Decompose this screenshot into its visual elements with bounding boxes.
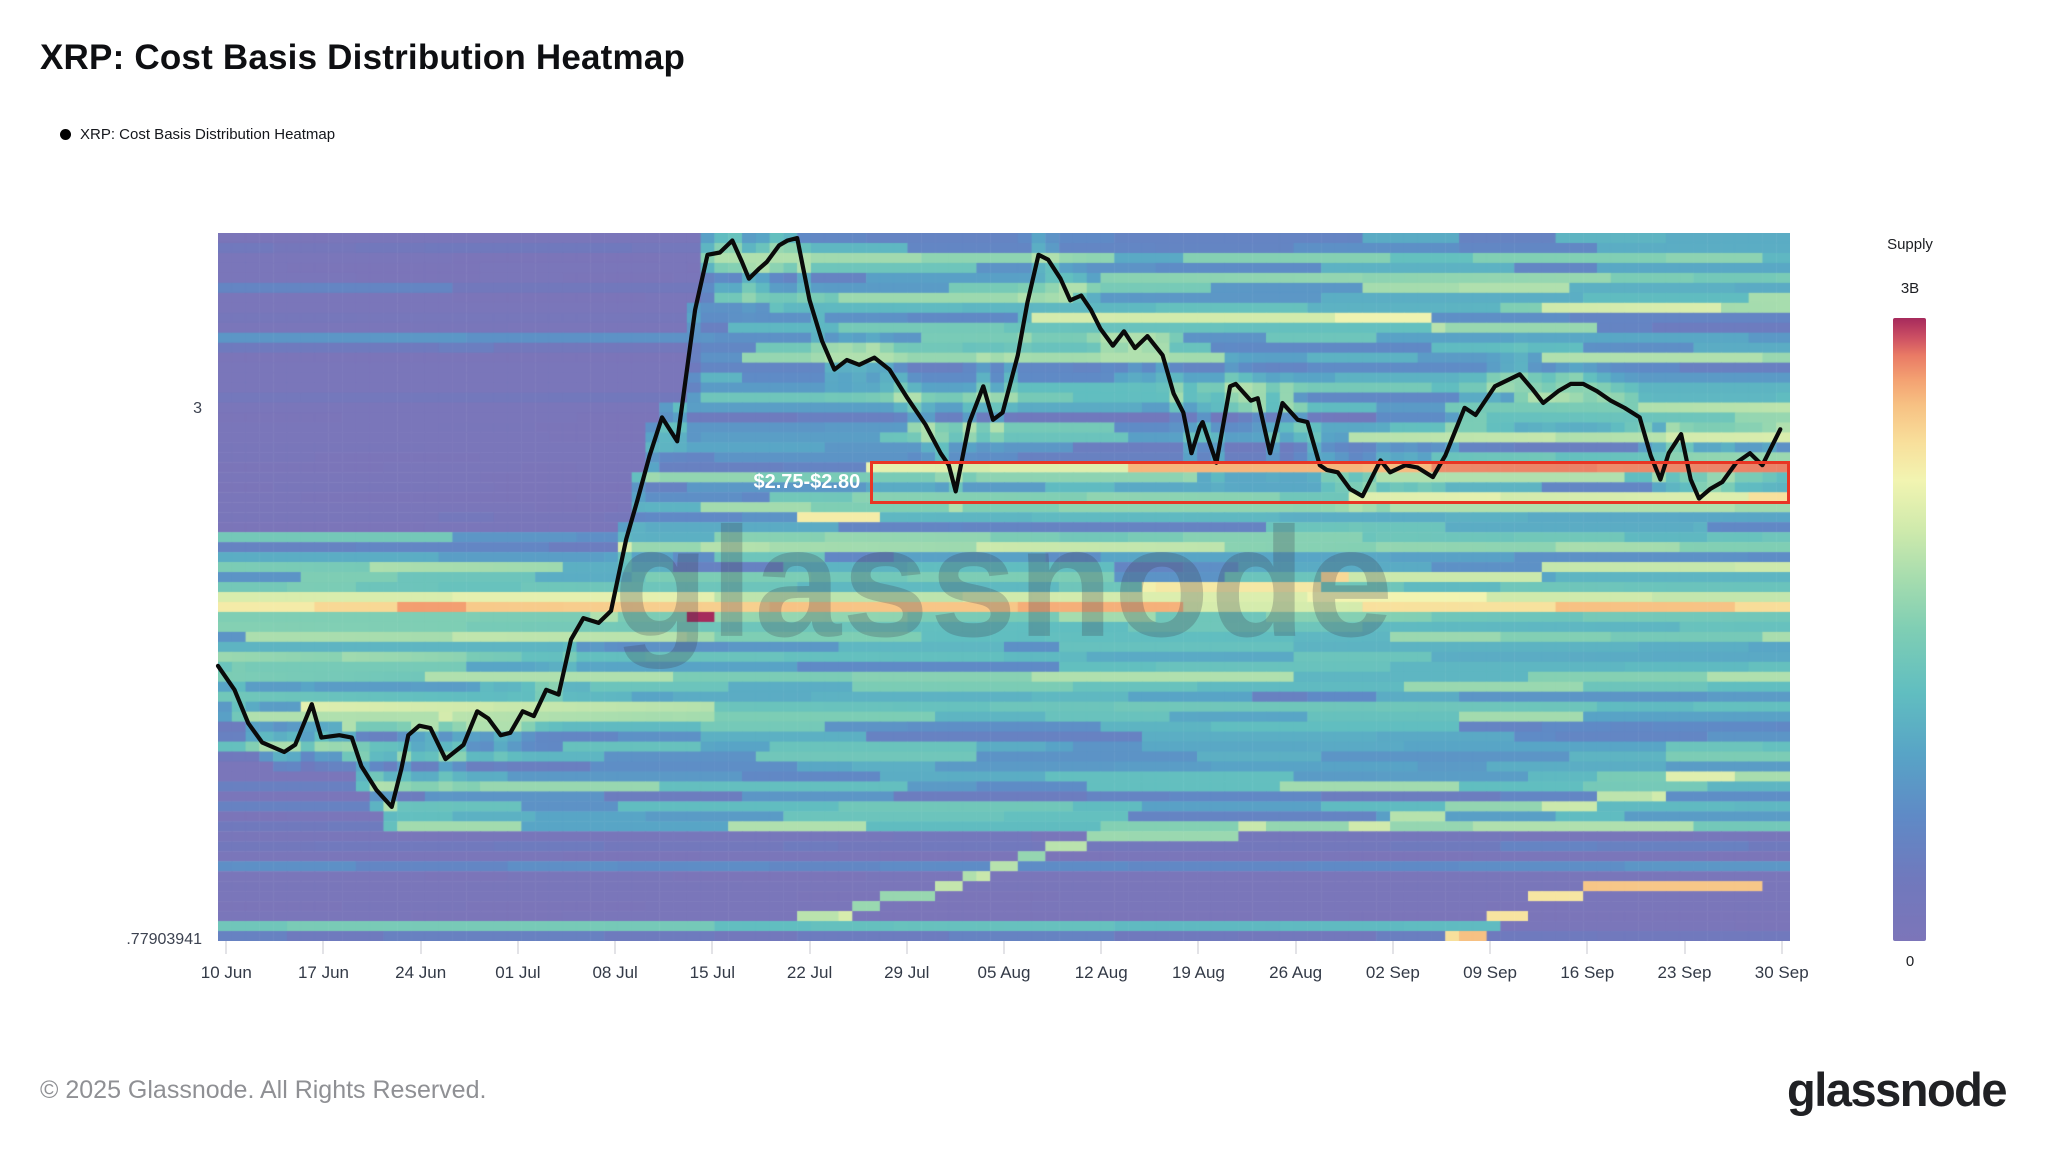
x-tick-mark — [1683, 941, 1686, 954]
colorbar-title: Supply — [1887, 236, 1933, 253]
x-tick-label: 12 Aug — [1074, 963, 1128, 982]
price-line — [215, 236, 1783, 809]
y-tick-label: .77903941 — [126, 931, 202, 948]
x-tick-label: 16 Sep — [1560, 963, 1615, 982]
glassnode-logo: glassnode — [1787, 1063, 2007, 1116]
x-tick-mark — [905, 941, 908, 954]
x-tick-mark — [808, 941, 811, 954]
x-tick-label: 10 Jun — [200, 963, 252, 982]
x-tick-label: 26 Aug — [1269, 963, 1323, 982]
heatmap-canvas — [218, 233, 1790, 941]
x-tick-mark — [711, 941, 714, 954]
x-tick-label: 08 Jul — [592, 963, 638, 982]
highlight-label: $2.75-$2.80 — [753, 470, 861, 493]
colorbar-gradient — [1893, 318, 1926, 941]
x-tick-mark — [1586, 941, 1589, 954]
highlight-box — [870, 461, 1790, 505]
x-tick-mark — [1391, 941, 1394, 954]
copyright: © 2025 Glassnode. All Rights Reserved. — [40, 1076, 487, 1104]
x-tick-mark — [225, 941, 228, 954]
x-tick-mark — [1780, 941, 1783, 954]
x-tick-mark — [322, 941, 325, 954]
x-tick-mark — [1197, 941, 1200, 954]
x-tick-label: 17 Jun — [297, 963, 349, 982]
heatmap-plot-area[interactable]: glassnode $2.75-$2.80 — [215, 233, 1790, 941]
x-tick-label: 15 Jul — [689, 963, 736, 982]
legend-item[interactable]: XRP: Cost Basis Distribution Heatmap — [60, 126, 335, 143]
x-tick-label: 19 Aug — [1171, 963, 1225, 982]
x-tick-label: 29 Jul — [884, 963, 930, 982]
x-tick-label: 22 Jul — [786, 963, 833, 982]
x-tick-mark — [516, 941, 519, 954]
legend-dot-icon — [60, 129, 71, 140]
x-tick-mark — [1294, 941, 1297, 954]
x-tick-mark — [1100, 941, 1103, 954]
x-tick-mark — [1489, 941, 1492, 954]
legend-label: XRP: Cost Basis Distribution Heatmap — [80, 126, 336, 143]
colorbar-min-label: 0 — [1905, 953, 1915, 970]
x-tick-label: 30 Sep — [1754, 963, 1809, 982]
chart-title: XRP: Cost Basis Distribution Heatmap — [40, 38, 686, 77]
x-tick-label: 23 Sep — [1657, 963, 1712, 982]
x-tick-mark — [419, 941, 422, 954]
x-tick-mark — [1003, 941, 1005, 954]
x-tick-label: 05 Aug — [977, 963, 1031, 982]
colorbar-max-label: 3B — [1900, 280, 1920, 297]
x-tick-mark — [614, 941, 617, 954]
x-tick-label: 24 Jun — [395, 963, 447, 982]
x-tick-label: 02 Sep — [1365, 963, 1420, 982]
x-tick-label: 09 Sep — [1463, 963, 1518, 982]
y-tick-label: 3 — [193, 400, 202, 418]
x-tick-label: 01 Jul — [495, 963, 541, 982]
